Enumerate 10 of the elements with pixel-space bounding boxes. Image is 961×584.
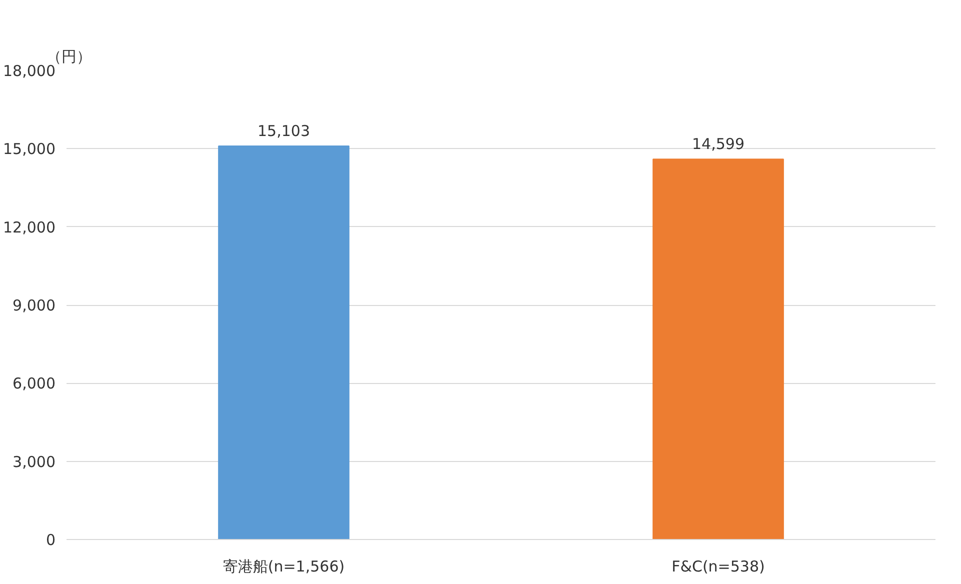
x-tick-label: F&C(n=538) [672, 558, 765, 576]
data-label: 15,103 [258, 122, 310, 140]
y-tick-label: 12,000 [3, 218, 56, 236]
y-tick-label: 9,000 [12, 296, 56, 314]
y-tick-label: 3,000 [12, 452, 56, 471]
y-tick-label: 6,000 [12, 374, 56, 393]
x-tick-label: 寄港船(n=1,566) [222, 558, 345, 576]
y-tick-label: 0 [46, 531, 56, 549]
y-tick-label: 15,000 [3, 140, 56, 158]
data-label: 14,599 [692, 135, 745, 154]
